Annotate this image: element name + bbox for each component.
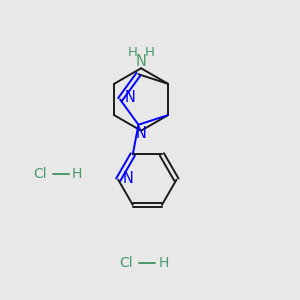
Text: H: H	[158, 256, 169, 270]
Text: Cl: Cl	[33, 167, 47, 181]
Text: H: H	[128, 46, 138, 59]
Text: H: H	[145, 46, 154, 59]
Text: H: H	[72, 167, 83, 181]
Text: N: N	[124, 91, 135, 106]
Text: Cl: Cl	[119, 256, 133, 270]
Text: N: N	[122, 171, 133, 186]
Text: N: N	[136, 54, 146, 69]
Text: N: N	[136, 125, 147, 140]
